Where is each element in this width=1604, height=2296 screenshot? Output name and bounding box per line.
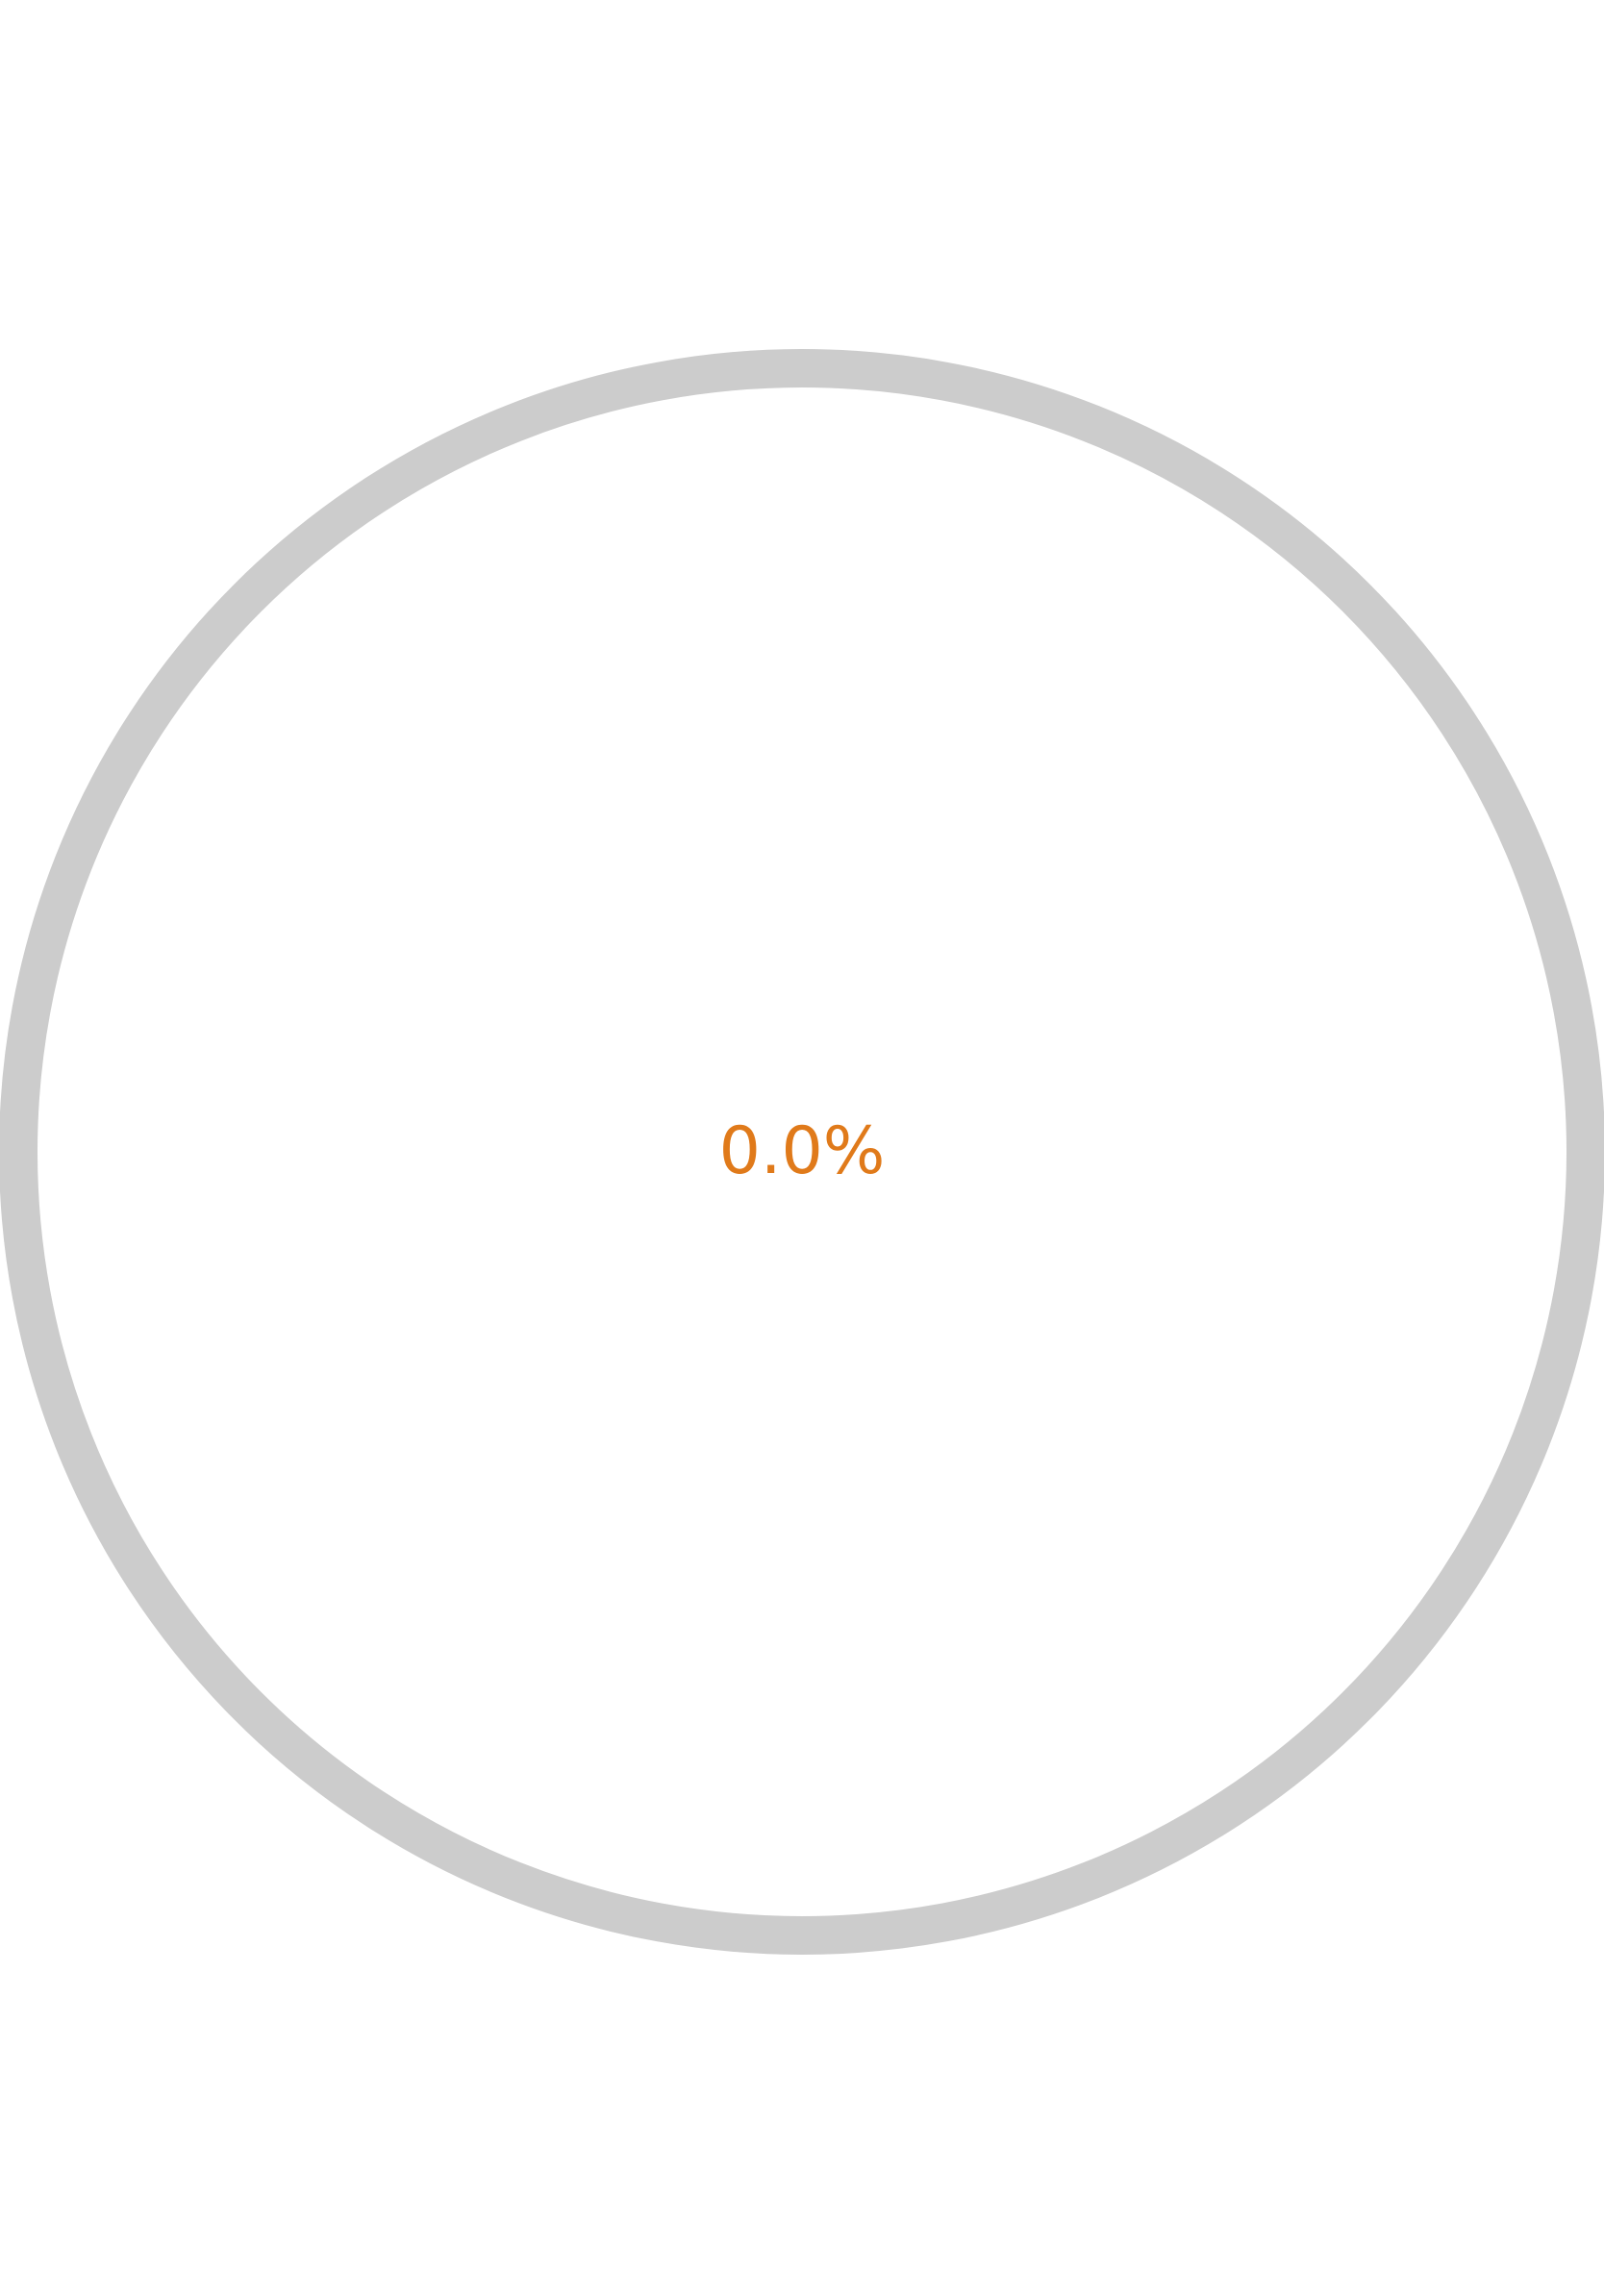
progress-track — [0, 349, 1604, 1955]
progress-ring — [0, 349, 1604, 1955]
circular-progress-indicator: 0.0% — [0, 349, 1604, 1955]
progress-percentage-label: 0.0% — [718, 1113, 886, 1189]
